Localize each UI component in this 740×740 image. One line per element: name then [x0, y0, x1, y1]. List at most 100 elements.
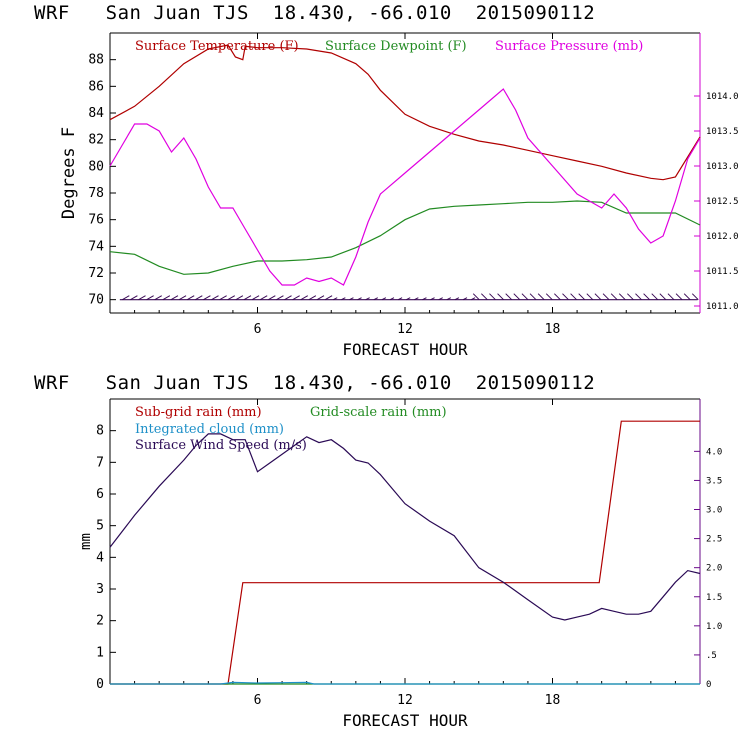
y-tick-label: 2: [96, 614, 104, 629]
wind-barb: [332, 297, 338, 301]
y-tick-label: 3: [96, 582, 104, 597]
wind-barb: [529, 293, 537, 301]
y-tick-label: 6: [96, 487, 104, 502]
wind-barb: [675, 293, 683, 301]
wind-barb: [276, 295, 284, 301]
y-tick-label: 88: [88, 53, 104, 68]
wind-barb: [570, 293, 577, 301]
series-line-integrated-cloud-mm: [110, 681, 700, 685]
wind-barb: [146, 295, 154, 301]
wind-barb: [414, 297, 419, 301]
wind-barb: [554, 293, 561, 301]
y-tick-label: 70: [88, 293, 104, 308]
wind-barb: [138, 295, 146, 301]
series-line-surface-dewpoint-f: [109, 200, 701, 275]
wind-barb: [324, 295, 333, 301]
chart-title-top: WRF San Juan TJS 18.430, -66.010 2015090…: [34, 2, 596, 24]
wind-barb: [341, 297, 346, 301]
y2-tick-label: 1011.0: [706, 302, 739, 312]
wind-barb: [537, 293, 545, 301]
wind-barb: [284, 295, 292, 301]
wind-barb: [470, 297, 476, 301]
wind-barb: [683, 293, 691, 301]
series-line-surface-pressure-mb: [109, 88, 701, 286]
wind-barb: [130, 295, 138, 301]
wind-barb: [219, 295, 227, 301]
wind-barb: [602, 293, 610, 301]
wind-barb: [521, 293, 529, 301]
wind-barb: [195, 295, 203, 301]
x-tick-label: 18: [545, 322, 561, 337]
wind-barb: [505, 293, 513, 301]
x-tick-label: 6: [254, 322, 262, 337]
y2-tick-label: 3.5: [706, 476, 722, 486]
y-tick-label: 74: [88, 239, 104, 254]
y2-tick-label: 0: [706, 680, 711, 690]
y-tick-label: 72: [88, 266, 104, 281]
wind-barb: [178, 295, 187, 301]
wind-barb: [349, 297, 354, 301]
y2-tick-label: 1011.5: [706, 267, 739, 277]
y2-tick-label: 2.0: [706, 564, 722, 574]
y-axis-label: mm: [78, 533, 94, 550]
y2-tick-label: 2.5: [706, 535, 722, 545]
wind-barb: [594, 293, 602, 301]
wind-barb: [497, 293, 504, 301]
wind-barb: [635, 293, 642, 301]
y2-tick-label: .5: [706, 651, 717, 661]
y-tick-label: 76: [88, 213, 104, 228]
y-tick-label: 4: [96, 550, 104, 565]
wind-barb: [627, 293, 634, 301]
series-line-sub-grid-rain-mm: [110, 420, 700, 685]
y-tick-label: 1: [96, 645, 104, 660]
wind-barb: [211, 295, 219, 301]
y2-tick-label: 1.5: [706, 593, 722, 603]
wind-barb: [438, 297, 443, 301]
y-tick-label: 84: [88, 106, 104, 121]
wind-barb: [667, 293, 675, 301]
wind-barb: [610, 293, 618, 301]
wind-barb: [203, 295, 211, 301]
chart-upper: 6 12 18 FORECAST HOUR 70 72 74 76 78 80 82 84 86 88 De…: [59, 32, 739, 359]
wind-barb: [422, 297, 427, 301]
wind-barb: [300, 295, 309, 301]
wind-barb: [259, 295, 268, 301]
legend-entry: Surface Temperature (F): [135, 39, 299, 54]
wind-barb: [227, 295, 236, 301]
y-tick-label: 0: [96, 677, 104, 692]
wind-barb: [357, 297, 362, 301]
y-tick-label: 86: [88, 79, 104, 94]
wind-barb: [659, 293, 667, 301]
wind-barb: [170, 295, 179, 301]
wind-barb: [308, 295, 317, 301]
legend-entry: Sub-grid rain (mm): [135, 405, 262, 420]
legend-entry: Surface Pressure (mb): [495, 39, 643, 54]
y-tick-label: 80: [88, 159, 104, 174]
series-line-surface-wind-speed-m-s: [109, 433, 701, 621]
chart-title-bottom: WRF San Juan TJS 18.430, -66.010 2015090…: [34, 372, 596, 394]
legend-entry: Surface Wind Speed (m/s): [135, 438, 307, 453]
wind-barb: [251, 295, 260, 301]
wind-barb: [691, 293, 699, 301]
legend-entry: Surface Dewpoint (F): [325, 39, 467, 54]
legend-entry: Grid-scale rain (mm): [310, 405, 447, 420]
wind-barb: [472, 293, 480, 301]
wind-barb: [586, 293, 594, 301]
wind-barb: [481, 293, 488, 301]
wind-barb: [545, 293, 553, 301]
wind-barb: [462, 297, 468, 301]
wind-barb: [578, 293, 586, 301]
y-tick-label: 78: [88, 186, 104, 201]
y-axis-label: Degrees F: [59, 127, 79, 219]
wind-barb: [186, 295, 195, 301]
y2-tick-label: 3.0: [706, 506, 722, 516]
y-tick-label: 82: [88, 133, 104, 148]
y2-tick-label: 1012.0: [706, 232, 739, 242]
wind-barb: [268, 295, 276, 301]
wind-barb: [316, 295, 325, 301]
wind-barb: [643, 293, 650, 301]
wind-barb: [292, 295, 300, 301]
y2-tick-label: 1013.5: [706, 127, 739, 137]
x-tick-label: 12: [397, 322, 413, 337]
